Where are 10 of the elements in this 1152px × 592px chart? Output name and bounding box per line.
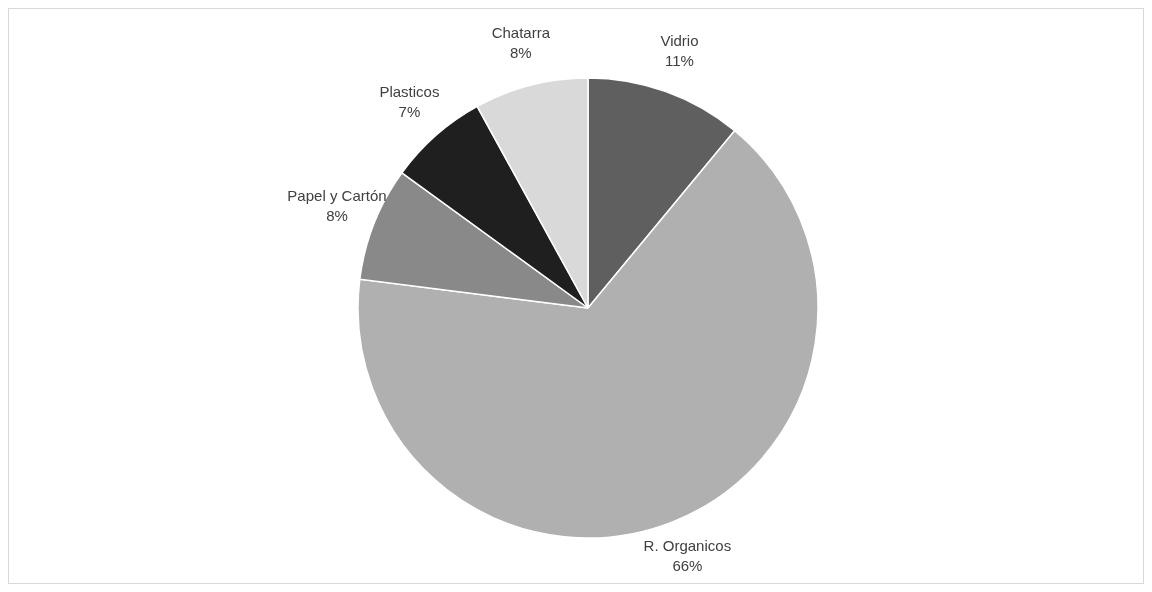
slice-label: R. Organicos [643,537,732,555]
slice-label: Plasticos [379,83,440,101]
slice-label: Chatarra [491,24,551,42]
data-label: 8% [326,206,348,224]
data-label: 7% [398,103,421,121]
data-label: 66% [672,557,703,575]
slice-label: Papel y Cartón [287,186,387,204]
slice-label: Vidrio [660,31,699,49]
data-label: 11% [665,51,694,69]
data-label: 8% [510,44,532,62]
